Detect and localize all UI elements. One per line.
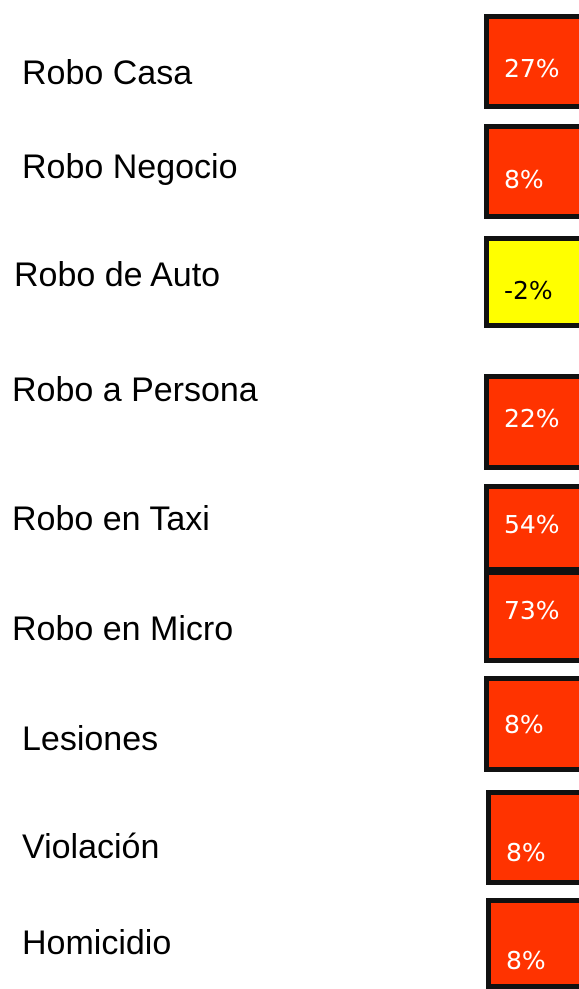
- value-box: 22%: [484, 374, 579, 470]
- value-box: 8%: [484, 124, 579, 219]
- value-box: 73%: [484, 570, 579, 663]
- row-label: Robo a Persona: [12, 371, 258, 409]
- value-box: 8%: [486, 898, 579, 989]
- value-text: 54%: [504, 510, 560, 539]
- value-box: 8%: [486, 790, 579, 885]
- value-text: 8%: [504, 165, 544, 194]
- value-text: 22%: [504, 404, 560, 433]
- value-text: 73%: [504, 596, 560, 625]
- row-label: Robo de Auto: [14, 256, 221, 294]
- value-box: 27%: [484, 14, 579, 109]
- row-label: Lesiones: [22, 720, 159, 758]
- row-label: Homicidio: [22, 924, 172, 962]
- value-text: 8%: [506, 838, 546, 867]
- value-text: -2%: [504, 276, 553, 305]
- value-box: -2%: [484, 236, 579, 328]
- row-label: Robo en Micro: [12, 610, 234, 648]
- value-text: 27%: [504, 54, 560, 83]
- row-label: Robo Casa: [22, 54, 193, 92]
- row-label: Violación: [22, 828, 160, 866]
- value-box: 8%: [484, 676, 579, 772]
- value-box: 54%: [484, 484, 579, 572]
- value-text: 8%: [506, 946, 546, 975]
- row-label: Robo Negocio: [22, 148, 238, 186]
- value-text: 8%: [504, 710, 544, 739]
- row-label: Robo en Taxi: [12, 500, 210, 538]
